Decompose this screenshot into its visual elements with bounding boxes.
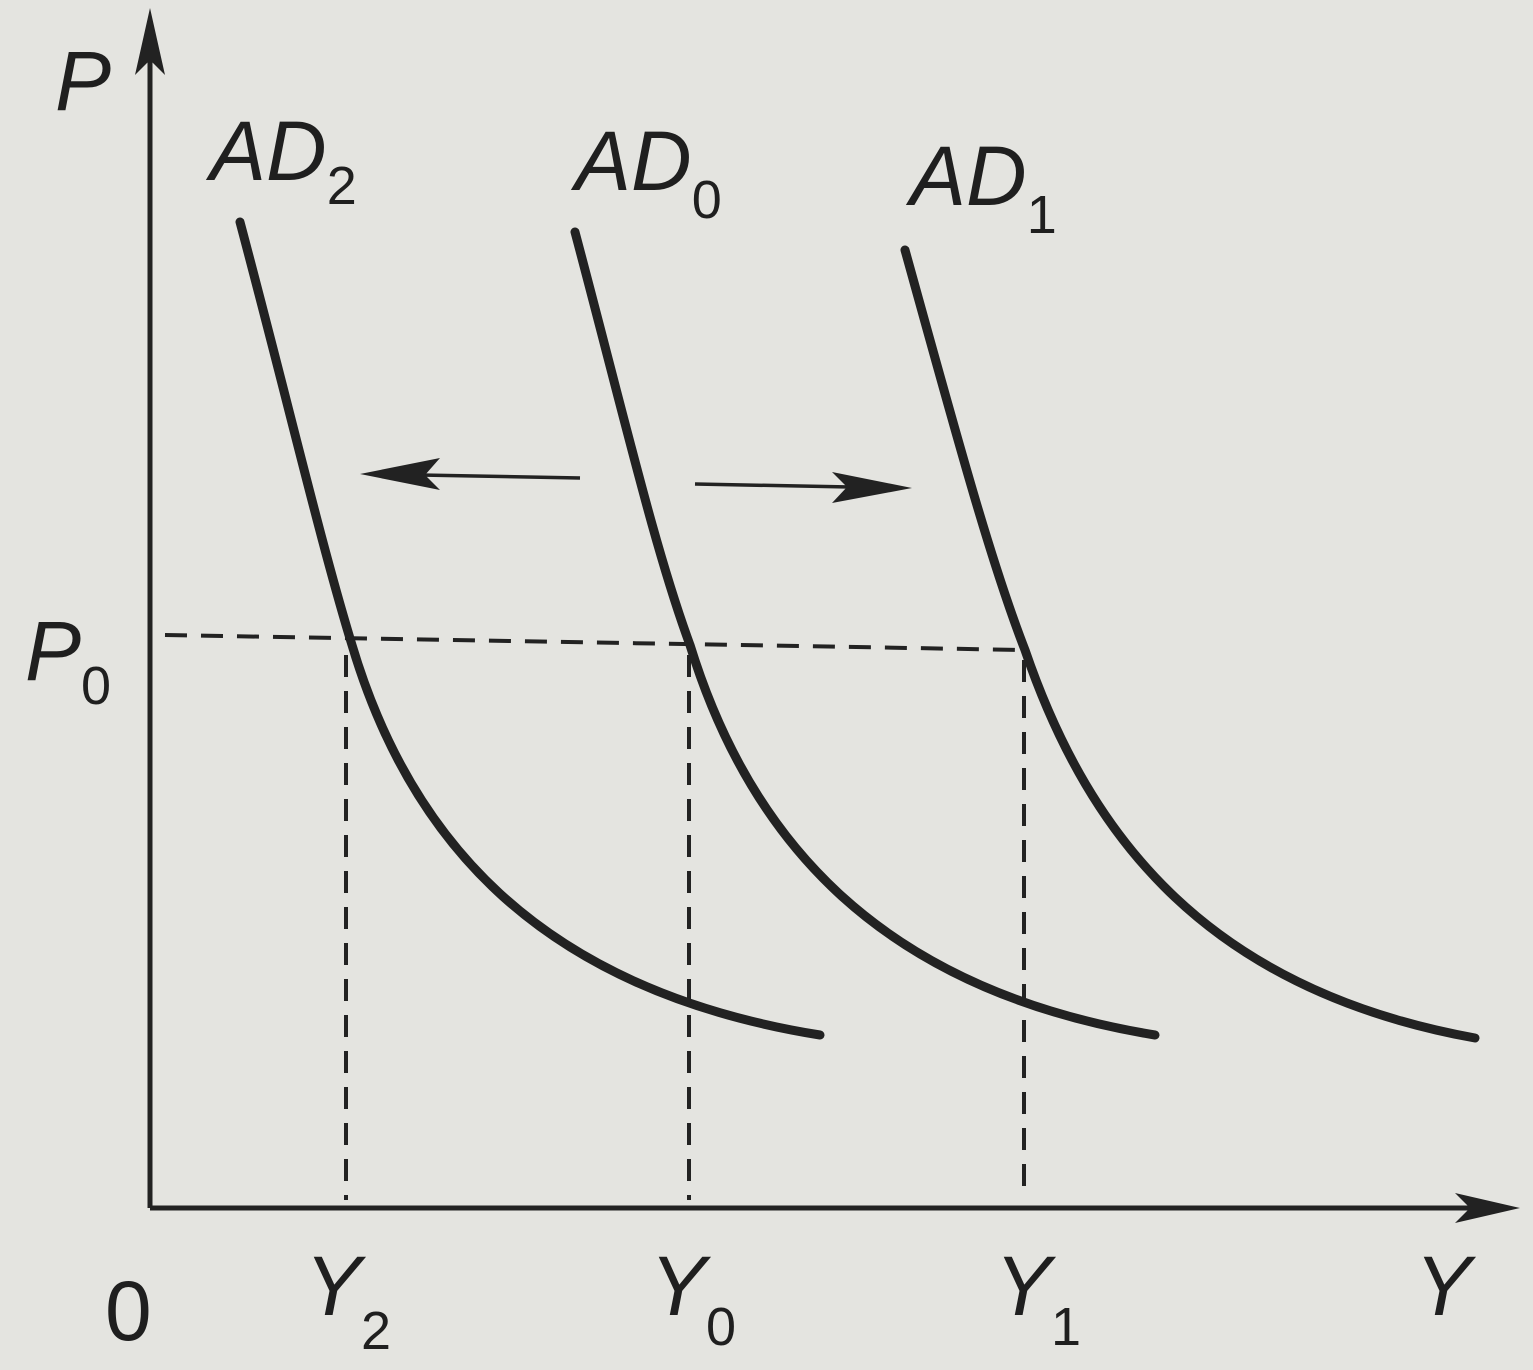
x-axis-arrow xyxy=(1455,1193,1520,1223)
output-label-main: Y xyxy=(650,1239,712,1333)
curve-label-sub: 1 xyxy=(1027,185,1057,245)
output-label: Y1 xyxy=(995,1239,1081,1357)
price-label: P0 xyxy=(25,604,111,716)
shift-arrow xyxy=(419,473,581,480)
curve-label-sub: 2 xyxy=(327,156,357,216)
output-label-main: Y xyxy=(995,1239,1057,1333)
output-label: Y0 xyxy=(650,1239,736,1357)
curve-label: AD2 xyxy=(205,104,357,216)
output-label-sub: 0 xyxy=(706,1297,736,1357)
shift-arrow-head xyxy=(360,458,440,490)
curve-label-sub: 0 xyxy=(692,170,722,230)
curve-label-main: AD xyxy=(905,129,1027,223)
curve-label-main: AD xyxy=(570,114,692,208)
curve-label: AD0 xyxy=(570,114,722,230)
price-label-sub: 0 xyxy=(81,656,111,716)
output-label-sub: 1 xyxy=(1051,1297,1081,1357)
price-label-main: P xyxy=(25,604,81,698)
ad-curve xyxy=(570,227,1160,1040)
y-axis-arrow xyxy=(135,8,165,75)
x-axis-label: Y xyxy=(1415,1239,1477,1333)
y-axis-label: P xyxy=(55,34,111,128)
output-label-main: Y xyxy=(305,1239,367,1333)
shift-arrow-head xyxy=(832,472,912,503)
ad-curve xyxy=(900,245,1480,1043)
curve-label: AD1 xyxy=(905,129,1057,245)
price-guide xyxy=(164,633,1026,652)
output-label-sub: 2 xyxy=(361,1301,391,1361)
origin-label: 0 xyxy=(105,1264,152,1358)
shift-arrow xyxy=(694,482,851,489)
curve-label-main: AD xyxy=(205,104,327,198)
output-label: Y2 xyxy=(305,1239,391,1361)
ad-curve xyxy=(235,217,825,1040)
